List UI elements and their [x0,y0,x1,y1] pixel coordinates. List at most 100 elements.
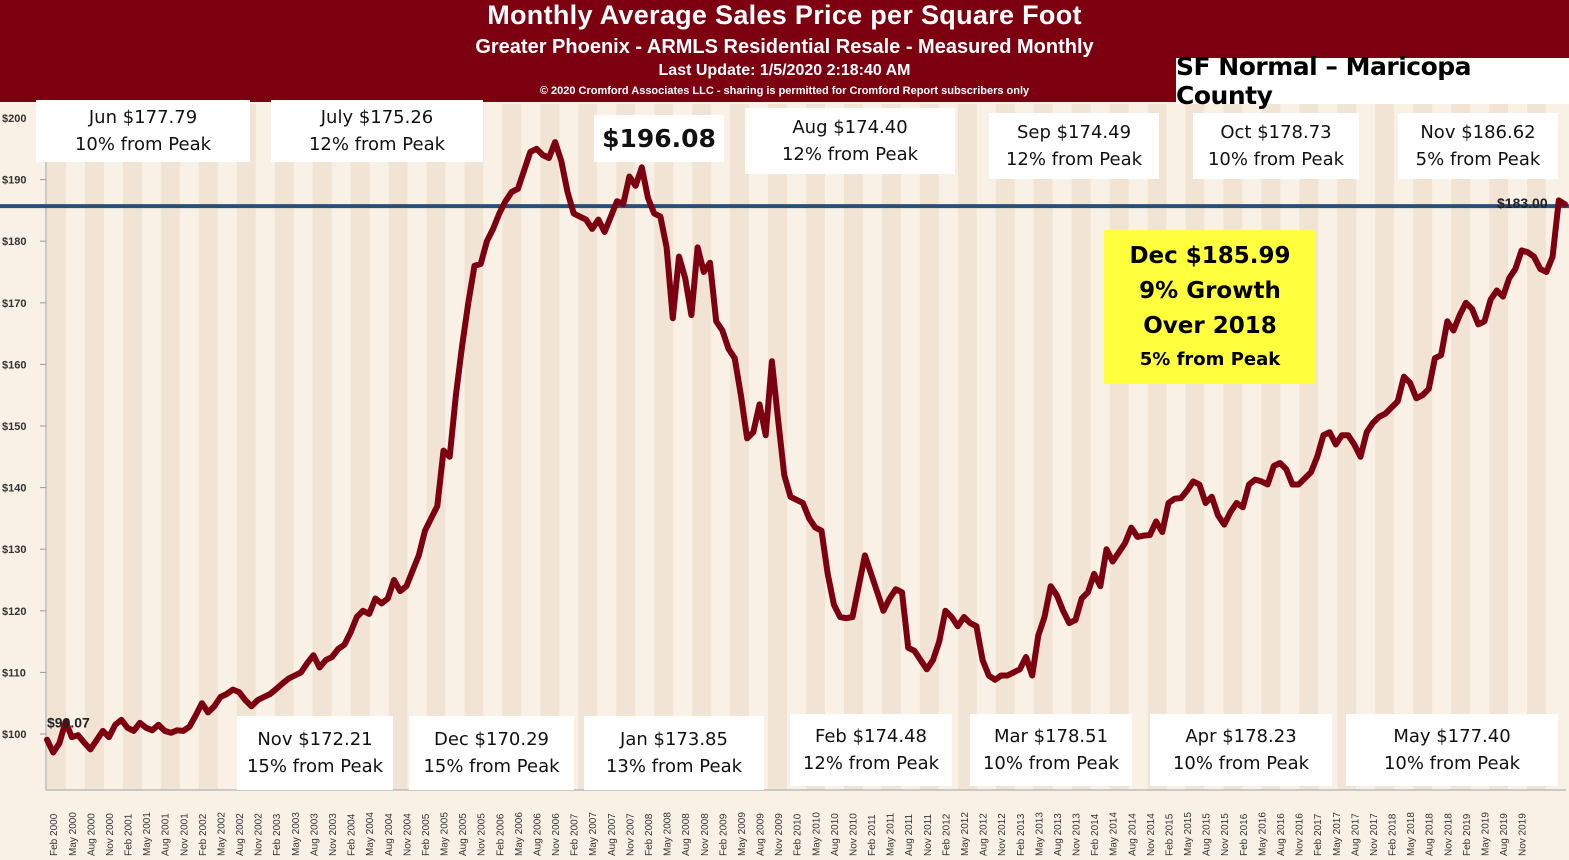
x-tick-label: Nov 2006 [551,813,562,856]
callout-top-sep: Sep $174.49 12% from Peak [989,113,1159,179]
y-axis-ticks: $100 $110 $120 $130 $140 $150 $160 $170 $180 $190… [2,113,46,741]
column-band [236,104,257,790]
callout-peak-pct: 10% from Peak [1172,753,1310,774]
column-band [1318,104,1338,790]
column-band [559,104,579,790]
column-band [919,104,940,790]
x-tick-label: Feb 2013 [1016,813,1027,856]
x-tick-label: May 2014 [1109,812,1120,856]
column-band [881,104,902,790]
callout-price: Oct $178.73 [1220,122,1332,143]
x-tick-label: Nov 2012 [997,813,1008,856]
column-band [502,104,522,790]
column-band [274,104,295,790]
x-tick-label: Feb 2002 [198,813,209,856]
x-tick-label: Aug 2005 [458,813,469,856]
column-band [1546,104,1566,790]
callout-price: $196.08 [602,124,716,153]
x-tick-label: Nov 2003 [328,813,339,856]
callout-peak-pct: 15% from Peak [246,756,384,777]
callout-price: Nov $186.62 [1420,122,1536,143]
x-tick-label: Nov 2011 [923,813,934,856]
column-band [407,104,427,790]
callout-peak-pct: 10% from Peak [982,753,1120,774]
column-band [179,104,200,790]
y-tick-label: $110 [2,667,26,679]
x-tick-label: Feb 2000 [49,813,60,856]
column-band [578,104,598,790]
x-tick-label: Feb 2019 [1462,813,1473,856]
x-tick-label: May 2002 [216,812,227,856]
x-tick-label: Aug 2006 [532,813,543,856]
column-band [1451,104,1471,790]
callout-peak-pct: 12% from Peak [781,144,919,165]
x-tick-label: Nov 2014 [1146,813,1157,856]
y-tick-label: $120 [2,606,26,618]
column-band [84,104,105,790]
x-tick-label: Aug 2016 [1276,813,1287,856]
copyright-notice: © 2020 Cromford Associates LLC - sharing… [539,85,1030,97]
x-tick-label: May 2001 [142,812,153,856]
column-band [1337,104,1357,790]
column-band [312,104,333,790]
x-tick-label: Aug 2007 [607,813,618,856]
column-band [369,104,390,790]
column-band [976,104,997,790]
column-band [540,104,560,790]
callout-price: Mar $178.51 [993,726,1109,747]
x-tick-label: Aug 2019 [1499,813,1510,856]
last-update: Last Update: 1/5/2020 2:18:40 AM [658,62,911,79]
y-tick-label: $150 [2,421,26,433]
x-tick-label: May 2016 [1257,812,1268,856]
column-band [103,104,124,790]
column-band [445,104,465,790]
callout-price: Jan $173.85 [620,729,728,750]
column-band [1470,104,1490,790]
x-tick-label: May 2019 [1480,812,1491,856]
column-band [1432,104,1452,790]
x-tick-label: May 2009 [737,812,748,856]
callout-top-aug: Aug $174.40 12% from Peak [745,108,955,174]
column-band [255,104,276,790]
column-band [862,104,883,790]
x-tick-label: Nov 2001 [179,813,190,856]
x-tick-label: Nov 2005 [477,813,488,856]
column-band [1413,104,1433,790]
column-band [483,104,503,790]
x-tick-label: Aug 2010 [830,813,841,856]
x-tick-label: Feb 2016 [1239,813,1250,856]
x-tick-label: Nov 2002 [254,813,265,856]
y-tick-label: $200 [2,113,26,125]
callout-price: Sep $174.49 [1016,122,1132,143]
column-band [293,104,314,790]
x-tick-label: Feb 2006 [495,813,506,856]
callout-peak-pct: 10% from Peak [1207,149,1345,170]
highlight-callout-dec: Dec $185.99 9% Growth Over 2018 5% from … [1104,230,1316,384]
column-band [426,104,446,790]
column-band [217,104,238,790]
highlight-growth: 9% Growth [1139,277,1281,304]
column-band [331,104,352,790]
column-band [1033,104,1054,790]
column-band [160,104,181,790]
callout-peak-pct: 5% from Peak [1415,149,1541,170]
column-band [47,104,67,790]
x-tick-label: Aug 2002 [235,813,246,856]
callout-price: May $177.40 [1393,726,1511,747]
x-tick-label: Nov 2018 [1443,813,1454,856]
callout-top-nov: Nov $186.62 5% from Peak [1398,113,1558,179]
x-tick-label: Feb 2012 [941,813,952,856]
y-tick-label: $130 [2,544,26,556]
callout-bottom-feb: Feb $174.48 12% from Peak [790,714,952,786]
x-tick-label: Aug 2011 [904,813,915,856]
callout-bottom-mar: Mar $178.51 10% from Peak [970,714,1132,786]
highlight-period: Over 2018 [1143,312,1277,339]
x-tick-label: Aug 2013 [1053,813,1064,856]
x-tick-label: May 2007 [588,812,599,856]
y-tick-label: $160 [2,359,26,371]
callout-price: Feb $174.48 [814,726,928,747]
x-tick-label: May 2013 [1034,812,1045,856]
callout-peak-pct: 10% from Peak [74,134,212,155]
callout-peak-pct: 15% from Peak [423,756,560,777]
